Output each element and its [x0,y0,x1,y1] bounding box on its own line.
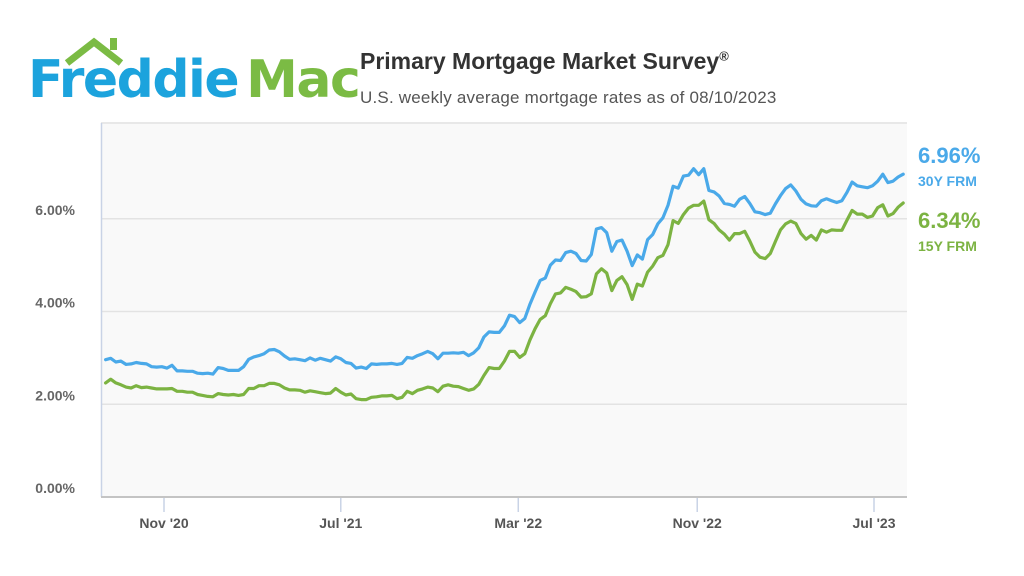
series-line-15y-frm [104,199,905,402]
x-tick-label: Nov '22 [673,515,722,531]
logo-wordmark: Freddie Mac [28,50,361,110]
y-tick-label: 4.00% [35,295,75,311]
registered-mark: ® [719,48,729,64]
series-30y-last-value: 6.96% [918,143,981,168]
x-tick-label: Jul '21 [319,515,362,531]
x-tick-label: Mar '22 [494,515,542,531]
series-15y-label: 15Y FRM [918,238,977,254]
logo-text-mac: Mac [246,50,361,110]
y-tick-label: 2.00% [35,387,75,403]
x-tick-label: Jul '23 [852,515,895,531]
chart-subtitle: U.S. weekly average mortgage rates as of… [360,88,777,107]
series-line-30y-frm [104,167,905,376]
x-tick-label: Nov '20 [139,515,188,531]
freddie-mac-logo: Freddie Mac [28,36,361,116]
series-15y-last-value: 6.34% [918,208,981,233]
plot-area [101,123,907,497]
chart-title: Primary Mortgage Market Survey® [360,48,729,75]
chart-title-text: Primary Mortgage Market Survey [360,48,720,74]
y-tick-label: 0.00% [35,480,75,496]
logo-text-freddie: Freddie [28,50,240,110]
house-roof-icon [64,37,124,66]
series-30y-label: 30Y FRM [918,173,977,189]
y-tick-label: 6.00% [35,202,75,218]
